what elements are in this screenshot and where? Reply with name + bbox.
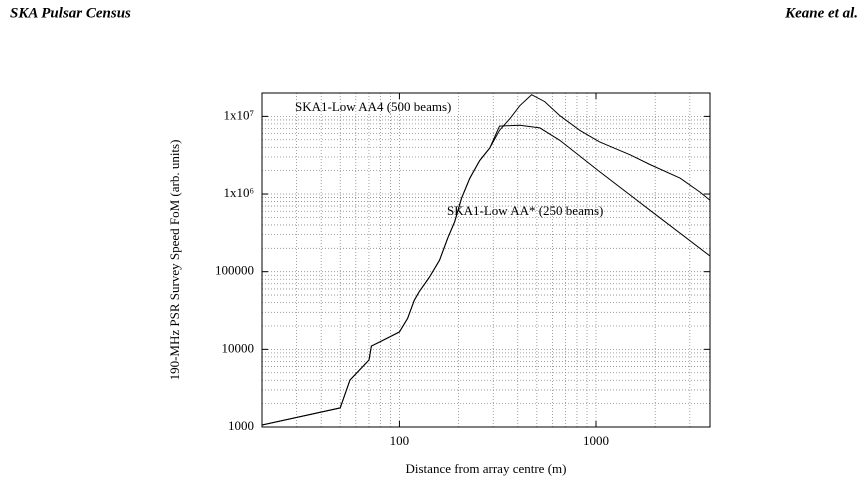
y-tick-label: 1x10⁷: [223, 107, 254, 122]
y-tick-label: 1x10⁶: [223, 185, 254, 200]
series-label: SKA1-Low AA4 (500 beams): [295, 99, 451, 114]
x-tick-label: 1000: [583, 433, 609, 448]
header-right: Keane et al.: [784, 5, 858, 21]
header-left: SKA Pulsar Census: [10, 5, 131, 21]
plot-frame: [261, 92, 711, 428]
series-line: [262, 94, 710, 426]
y-tick-label: 10000: [222, 340, 255, 355]
x-tick-label: 100: [390, 433, 410, 448]
y-tick-label: 1000: [228, 418, 254, 433]
x-axis-label: Distance from array centre (m): [406, 461, 567, 476]
series-label: SKA1-Low AA* (250 beams): [447, 203, 603, 218]
y-tick-label: 100000: [215, 263, 254, 278]
y-axis-label: 190-MHz PSR Survey Speed FoM (arb. units…: [167, 140, 182, 381]
series-line: [262, 124, 710, 426]
